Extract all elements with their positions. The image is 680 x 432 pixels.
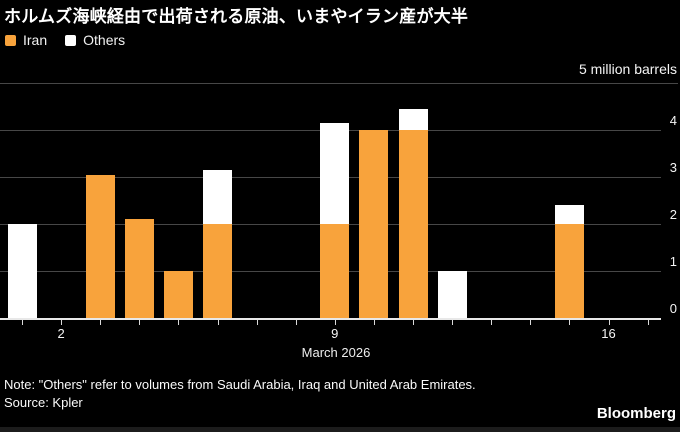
window-bottom-strip: [0, 427, 680, 432]
x-tick-day15: [569, 320, 571, 325]
x-tick-label-16: 16: [601, 326, 616, 341]
chart-title: ホルムズ海峡経由で出荷される原油、いまやイラン産が大半: [4, 7, 469, 26]
x-tick-day6: [217, 320, 219, 325]
bar-iran-day5: [163, 271, 193, 318]
bar-iran-day10: [359, 130, 389, 318]
y-axis-unit-label: 5 million barrels: [578, 61, 677, 77]
x-tick-day1: [22, 320, 23, 325]
bar-others-day9: [320, 122, 350, 224]
x-tick-day2: [61, 320, 63, 325]
bloomberg-logo: Bloomberg: [596, 405, 676, 422]
x-tick-day3: [100, 320, 102, 325]
bar-others-day6: [203, 169, 232, 224]
y-tick-label-4: 4: [669, 113, 677, 128]
legend-label-others: Others: [83, 32, 126, 48]
x-axis-title: March 2026: [301, 345, 371, 360]
bar-iran-day6: [203, 224, 232, 318]
footnote-block: Note: "Others" refer to volumes from Sau…: [4, 376, 476, 412]
x-tick-day16: [608, 320, 610, 325]
x-tick-label-2: 2: [57, 326, 65, 341]
x-tick-label-9: 9: [331, 326, 339, 341]
x-axis-line: [0, 318, 661, 320]
x-tick-day5: [178, 320, 180, 325]
others-swatch-icon: [65, 34, 77, 46]
legend-label-iran: Iran: [23, 32, 48, 48]
bar-others-day1: [7, 224, 37, 318]
y-tick-label-0: 0: [669, 301, 677, 316]
bar-iran-day11: [398, 130, 428, 318]
legend-item-iran: Iran: [5, 32, 47, 48]
bar-others-day15: [554, 205, 584, 224]
iran-swatch-icon: [5, 34, 16, 46]
x-tick-day8: [295, 320, 297, 325]
y-tick-label-3: 3: [669, 160, 677, 175]
bar-iran-day3: [85, 174, 115, 318]
x-tick-day9: [334, 320, 336, 325]
plot-area: [0, 83, 678, 318]
chart-legend: Iran Others: [5, 32, 125, 48]
bar-iran-day4: [124, 219, 154, 318]
x-tick-day4: [139, 320, 141, 325]
y-tick-label-2: 2: [669, 207, 677, 222]
x-tick-day12: [452, 320, 454, 325]
x-tick-day11: [413, 320, 414, 325]
gridline-5: [0, 83, 678, 84]
bar-iran-day15: [554, 224, 584, 318]
bar-others-day12: [437, 271, 467, 318]
x-tick-day7: [256, 320, 258, 325]
x-tick-day17: [647, 320, 649, 325]
bar-others-day11: [398, 108, 428, 130]
source-text: Source: Kpler: [4, 395, 83, 410]
legend-item-others: Others: [65, 32, 125, 48]
x-tick-day14: [530, 320, 532, 325]
note-text: Note: "Others" refer to volumes from Sau…: [4, 377, 476, 392]
bar-iran-day9: [320, 224, 350, 318]
y-tick-label-1: 1: [669, 254, 677, 269]
x-tick-day13: [491, 320, 493, 325]
x-tick-day10: [373, 320, 375, 325]
